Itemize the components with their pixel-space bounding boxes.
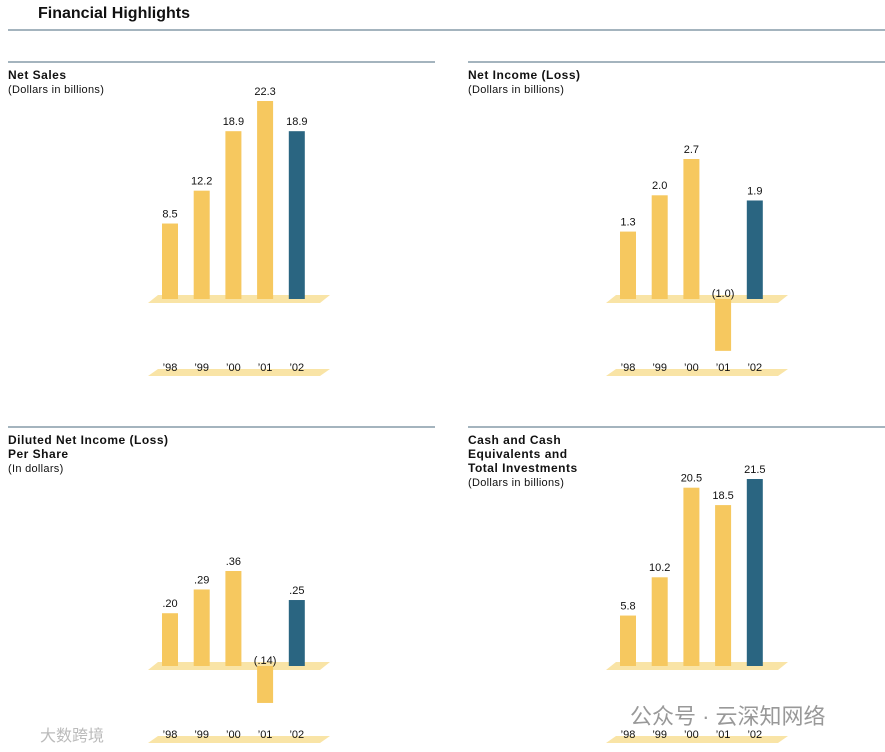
value-label: 2.7	[684, 144, 699, 156]
bar	[715, 299, 732, 351]
x-tick-label: ’01	[716, 729, 731, 741]
x-tick-label: ’01	[258, 362, 273, 374]
bar	[651, 195, 668, 299]
label-platform	[606, 736, 788, 743]
value-label: (1.0)	[712, 288, 735, 300]
x-tick-label: ’99	[652, 362, 667, 374]
bar	[193, 190, 210, 299]
x-tick-label: ’00	[226, 362, 241, 374]
bar	[620, 615, 636, 666]
bar	[683, 159, 700, 299]
value-label: 2.0	[652, 180, 667, 192]
bar	[651, 577, 668, 666]
x-tick-label: ’00	[684, 362, 699, 374]
value-label: 5.8	[620, 600, 635, 612]
value-label: (.14)	[254, 655, 277, 667]
x-tick-label: ’02	[289, 362, 304, 374]
page-title: Financial Highlights	[38, 5, 190, 22]
value-label: 18.5	[712, 490, 733, 502]
bar	[162, 223, 178, 299]
x-tick-label: ’98	[163, 729, 178, 741]
chart-title: Net Income (Loss)	[468, 68, 581, 82]
value-label: .20	[162, 598, 177, 610]
bar	[683, 487, 700, 666]
x-tick-label: ’01	[716, 362, 731, 374]
chart-subtitle: (In dollars)	[8, 463, 64, 475]
x-tick-label: ’99	[194, 362, 209, 374]
x-tick-label: ’01	[258, 729, 273, 741]
bar	[746, 479, 763, 666]
chart-title: Total Investments	[468, 461, 578, 475]
x-tick-label: ’99	[652, 729, 667, 741]
watermark: 公众号 · 云深知网络	[630, 704, 826, 729]
value-label: 22.3	[254, 86, 275, 98]
x-tick-label: ’00	[684, 729, 699, 741]
chart-title: Cash and Cash	[468, 433, 561, 447]
x-tick-label: ’02	[289, 729, 304, 741]
value-label: 10.2	[649, 562, 670, 574]
bar	[257, 101, 274, 299]
bar	[257, 666, 274, 703]
value-label: 21.5	[744, 464, 765, 476]
chart-subtitle: (Dollars in billions)	[468, 477, 564, 489]
value-label: 8.5	[162, 208, 177, 220]
value-label: 18.9	[223, 116, 244, 128]
x-tick-label: ’02	[747, 362, 762, 374]
bar	[288, 131, 305, 299]
bar	[193, 589, 210, 666]
value-label: 1.9	[747, 185, 762, 197]
value-label: 18.9	[286, 116, 307, 128]
bar	[746, 200, 763, 299]
x-tick-label: ’99	[194, 729, 209, 741]
label-platform	[148, 736, 330, 743]
label-platform	[148, 369, 330, 376]
x-tick-label: ’00	[226, 729, 241, 741]
bar	[225, 571, 242, 666]
x-tick-label: ’98	[621, 729, 636, 741]
chart-title: Diluted Net Income (Loss)	[8, 433, 169, 447]
x-tick-label: ’98	[163, 362, 178, 374]
x-tick-label: ’98	[621, 362, 636, 374]
bar	[288, 600, 305, 666]
bar	[715, 505, 732, 666]
value-label: 1.3	[620, 216, 635, 228]
chart-title: Equivalents and	[468, 447, 568, 461]
bar	[162, 613, 178, 666]
x-tick-label: ’02	[747, 729, 762, 741]
value-label: 12.2	[191, 176, 212, 188]
chart-title: Net Sales	[8, 68, 67, 82]
value-label: .36	[226, 556, 241, 568]
chart-title: Per Share	[8, 447, 69, 461]
label-platform	[606, 369, 788, 376]
watermark: 大数跨境	[40, 726, 104, 745]
value-label: .25	[289, 585, 304, 597]
chart-subtitle: (Dollars in billions)	[468, 84, 564, 96]
bar	[225, 131, 242, 299]
value-label: .29	[194, 574, 209, 586]
chart-subtitle: (Dollars in billions)	[8, 84, 104, 96]
bar	[620, 231, 636, 299]
value-label: 20.5	[681, 473, 702, 485]
